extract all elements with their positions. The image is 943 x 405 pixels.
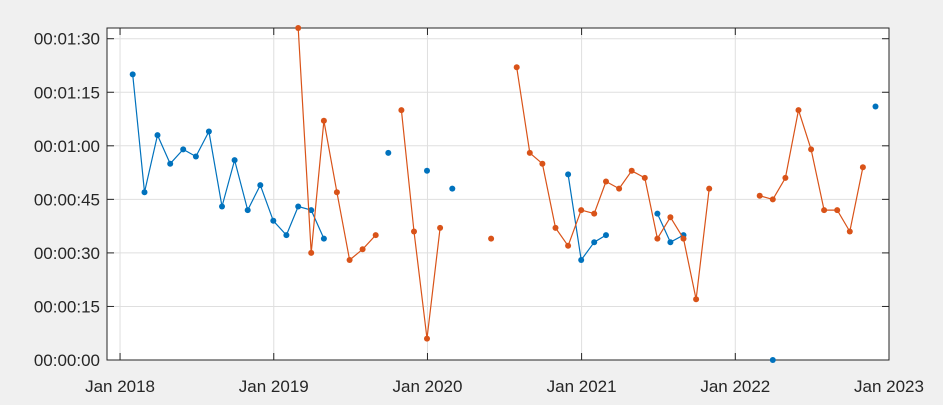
series-line bbox=[516, 67, 710, 300]
data-point bbox=[667, 239, 674, 246]
y-tick-label: 00:01:30 bbox=[34, 30, 100, 49]
data-point bbox=[231, 157, 238, 164]
data-point bbox=[578, 207, 585, 214]
data-point bbox=[372, 232, 379, 239]
data-point bbox=[244, 207, 251, 214]
data-point bbox=[449, 185, 456, 192]
data-point bbox=[192, 153, 199, 160]
data-point bbox=[641, 174, 648, 181]
data-point bbox=[654, 235, 661, 242]
x-tick-label: Jan 2018 bbox=[85, 377, 155, 396]
data-point bbox=[270, 217, 277, 224]
data-point bbox=[872, 103, 879, 110]
data-point bbox=[565, 171, 572, 178]
data-point bbox=[628, 167, 635, 174]
tick-labels: Jan 2018 Jan 2019 Jan 2020 Jan 2021 Jan 2022… bbox=[34, 30, 924, 396]
data-point bbox=[603, 232, 609, 239]
data-point bbox=[859, 164, 866, 171]
data-point bbox=[320, 235, 327, 242]
data-series bbox=[129, 25, 879, 363]
data-point bbox=[359, 246, 366, 253]
plot-area bbox=[107, 28, 889, 360]
data-point bbox=[769, 196, 776, 203]
data-point bbox=[846, 228, 853, 235]
data-point bbox=[578, 257, 585, 263]
data-point bbox=[782, 174, 789, 181]
data-point bbox=[295, 203, 302, 210]
x-tick-label: Jan 2022 bbox=[700, 377, 770, 396]
data-point bbox=[295, 25, 302, 31]
series-line bbox=[132, 74, 325, 239]
data-point bbox=[154, 132, 161, 139]
data-point bbox=[808, 146, 815, 153]
data-point bbox=[795, 107, 802, 114]
data-point bbox=[398, 107, 405, 114]
y-tick-label: 00:01:15 bbox=[34, 83, 100, 102]
data-point bbox=[693, 296, 700, 303]
x-tick-label: Jan 2021 bbox=[547, 377, 617, 396]
data-point bbox=[141, 189, 148, 196]
data-point bbox=[591, 239, 598, 246]
data-point bbox=[320, 117, 327, 124]
data-point bbox=[821, 207, 828, 214]
data-point bbox=[205, 128, 212, 135]
data-point bbox=[167, 160, 174, 167]
data-point bbox=[539, 160, 546, 167]
data-point bbox=[437, 224, 444, 231]
data-point bbox=[219, 203, 225, 210]
y-tick-label: 00:00:00 bbox=[34, 351, 100, 370]
data-point bbox=[385, 149, 392, 156]
x-tick-label: Jan 2019 bbox=[239, 377, 309, 396]
data-point bbox=[834, 207, 841, 214]
data-point bbox=[603, 178, 609, 185]
data-point bbox=[591, 210, 598, 217]
data-point bbox=[769, 357, 776, 363]
axes bbox=[106, 27, 890, 361]
data-point bbox=[565, 242, 572, 249]
data-point bbox=[667, 214, 674, 221]
series-2 bbox=[295, 25, 866, 342]
data-point bbox=[513, 64, 520, 71]
data-point bbox=[129, 71, 136, 78]
axes-box bbox=[106, 27, 890, 361]
y-tick-label: 00:01:00 bbox=[34, 137, 100, 156]
data-point bbox=[424, 335, 430, 342]
data-point bbox=[308, 249, 315, 256]
data-point bbox=[616, 185, 623, 192]
data-point bbox=[346, 257, 353, 263]
data-point bbox=[552, 224, 559, 231]
x-tick-label: Jan 2020 bbox=[392, 377, 462, 396]
data-point bbox=[257, 182, 264, 189]
x-tick-label: Jan 2023 bbox=[854, 377, 924, 396]
data-point bbox=[756, 192, 763, 199]
data-point bbox=[526, 149, 533, 156]
series-line bbox=[400, 110, 441, 340]
series-1 bbox=[129, 71, 879, 363]
data-point bbox=[424, 167, 430, 174]
y-tick-label: 00:00:30 bbox=[34, 244, 100, 263]
y-tick-label: 00:00:45 bbox=[34, 190, 100, 209]
data-point bbox=[488, 235, 495, 242]
y-tick-label: 00:00:15 bbox=[34, 297, 100, 316]
data-point bbox=[411, 228, 417, 235]
series-line bbox=[567, 174, 607, 261]
data-point bbox=[654, 210, 661, 217]
data-point bbox=[283, 232, 290, 239]
data-point bbox=[333, 189, 340, 196]
data-point bbox=[680, 235, 687, 242]
data-point bbox=[706, 185, 713, 192]
data-point bbox=[180, 146, 187, 153]
data-point bbox=[308, 207, 315, 214]
